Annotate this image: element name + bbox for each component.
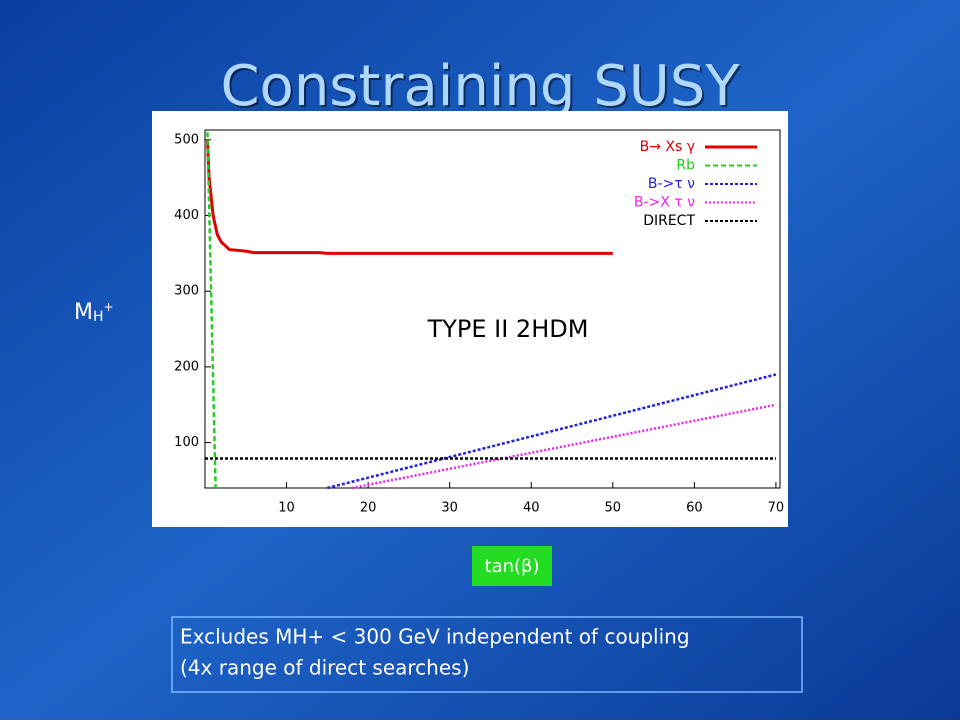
legend-label: DIRECT	[643, 213, 695, 229]
x-tick-label: 10	[278, 501, 295, 516]
y-tick-label: 200	[174, 359, 199, 374]
legend-label: B->τ ν	[648, 176, 695, 192]
plot-frame	[204, 129, 781, 489]
legend-label: Rb	[676, 158, 695, 174]
x-axis-label: tan(β)	[484, 556, 539, 577]
series-line	[327, 373, 777, 490]
caption-box	[171, 616, 803, 693]
slide-title: Constraining SUSY	[220, 54, 740, 119]
series-line	[206, 132, 217, 489]
x-tick-label: 40	[523, 501, 540, 516]
series-line	[205, 139, 613, 255]
y-label-sup: +	[104, 300, 114, 314]
legend-label: B→ Xs γ	[640, 139, 695, 155]
y-label-main: M	[74, 300, 93, 325]
legend-label: B->X τ ν	[634, 195, 695, 211]
slide-title-shadow: Constraining SUSY	[222, 56, 742, 121]
y-axis-label: MH+	[74, 300, 114, 326]
y-tick-label: 400	[174, 208, 199, 223]
x-tick-label: 50	[605, 501, 622, 516]
y-tick-label: 300	[174, 284, 199, 299]
y-tick-label: 500	[174, 132, 199, 147]
caption-line: Excludes MH+ < 300 GeV independent of co…	[180, 625, 690, 649]
x-tick-label: 20	[360, 501, 377, 516]
x-label-box	[472, 546, 552, 586]
annotation: TYPE II 2HDM	[427, 315, 589, 343]
x-tick-label: 60	[686, 501, 703, 516]
y-label-sub: H	[93, 309, 104, 325]
caption-line: (4x range of direct searches)	[180, 656, 469, 680]
x-tick-label: 70	[768, 501, 785, 516]
x-tick-label: 30	[441, 501, 458, 516]
y-tick-label: 100	[174, 435, 199, 450]
series-line	[351, 403, 777, 490]
